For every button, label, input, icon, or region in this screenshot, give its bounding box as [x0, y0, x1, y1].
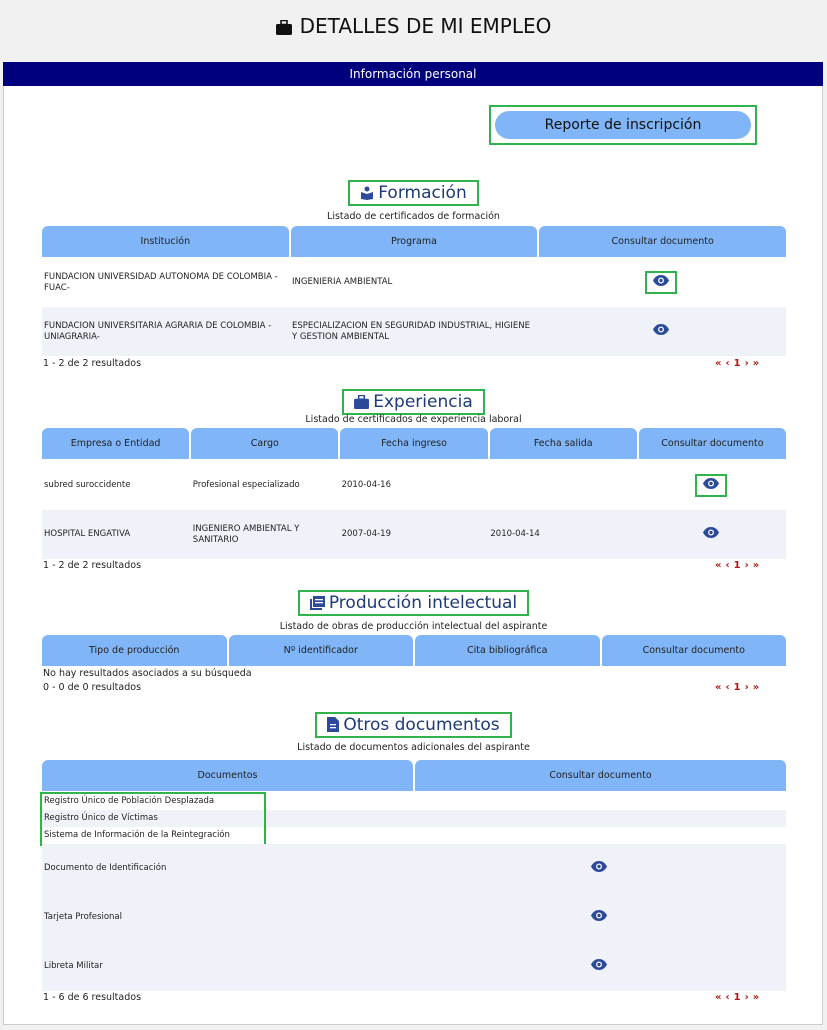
column-header: Cargo	[191, 428, 339, 459]
document-link[interactable]: Registro Único de Víctimas	[42, 810, 786, 827]
next-page-button[interactable]: ›	[744, 682, 753, 693]
produccion-title: Producción intelectual	[297, 590, 530, 616]
book-icon	[309, 596, 325, 610]
last-page-button[interactable]: »	[752, 560, 764, 571]
institution-cell: FUNDACION UNIVERSITARIA AGRARIA DE COLOM…	[44, 320, 272, 342]
column-header: Consultar documento	[601, 635, 786, 666]
next-page-button[interactable]: ›	[744, 560, 753, 571]
pagination: «‹1›»	[715, 358, 763, 369]
column-header: Consultar documento	[539, 226, 787, 257]
eye-icon[interactable]	[653, 324, 669, 339]
eye-icon[interactable]	[653, 275, 669, 290]
column-header: Tipo de producción	[42, 635, 227, 666]
column-header: Institución	[42, 226, 289, 257]
results-count: 1 - 2 de 2 resultados	[43, 358, 142, 369]
results-count: 0 - 0 de 0 resultados	[43, 682, 142, 693]
column-header: Nº identificador	[228, 635, 413, 666]
company-cell: subred suroccidente	[44, 479, 131, 490]
report-button-highlight: Reporte de inscripción	[489, 105, 757, 145]
formacion-title: Formación	[348, 180, 479, 206]
position-cell: Profesional especializado	[192, 479, 300, 490]
eye-icon[interactable]	[702, 477, 719, 493]
table-row: subred suroccidente Profesional especial…	[42, 460, 786, 510]
prev-page-button[interactable]: ‹	[725, 358, 734, 369]
first-page-button[interactable]: «	[715, 992, 726, 1003]
page-number[interactable]: 1	[733, 682, 745, 693]
empty-message: No hay resultados asociados a su búsqued…	[43, 668, 252, 679]
eye-icon[interactable]	[591, 861, 607, 876]
column-header: Empresa o Entidad	[42, 428, 190, 459]
results-count: 1 - 6 de 6 resultados	[43, 992, 142, 1003]
otros-subtitle: Listado de documentos adicionales del as…	[297, 742, 530, 753]
table-row: Documento de Identificación	[42, 844, 786, 893]
briefcase-icon	[354, 394, 370, 409]
page-number[interactable]: 1	[733, 358, 745, 369]
program-cell: INGENIERIA AMBIENTAL	[292, 277, 393, 287]
column-header: Fecha ingreso	[340, 428, 488, 459]
formacion-subtitle: Listado de certificados de formación	[327, 211, 500, 222]
first-page-button[interactable]: «	[715, 560, 726, 571]
briefcase-icon	[275, 19, 292, 35]
next-page-button[interactable]: ›	[744, 358, 753, 369]
start-date-cell: 2010-04-16	[341, 479, 391, 490]
document-cell: Tarjeta Profesional	[44, 912, 122, 922]
start-date-cell: 2007-04-19	[341, 529, 391, 539]
column-header: Programa	[290, 226, 538, 257]
column-header: Consultar documento	[415, 760, 786, 791]
prev-page-button[interactable]: ‹	[725, 992, 734, 1003]
report-button[interactable]: Reporte de inscripción	[495, 111, 751, 139]
page-title: DETALLES DE MI EMPLEO	[0, 14, 827, 38]
pagination: «‹1›»	[715, 992, 763, 1003]
column-header: Fecha salida	[489, 428, 637, 459]
first-page-button[interactable]: «	[715, 682, 726, 693]
page-number[interactable]: 1	[733, 992, 745, 1003]
otros-table-header: Documentos Consultar documento	[42, 760, 786, 791]
eye-icon[interactable]	[702, 527, 719, 542]
table-row: Tarjeta Profesional	[42, 893, 786, 942]
column-header: Cita bibliográfica	[415, 635, 600, 666]
document-link[interactable]: Registro Único de Población Desplazada	[44, 796, 215, 806]
prev-page-button[interactable]: ‹	[725, 560, 734, 571]
next-page-button[interactable]: ›	[744, 992, 753, 1003]
table-row: FUNDACION UNIVERSITARIA AGRARIA DE COLOM…	[42, 307, 786, 356]
experiencia-subtitle: Listado de certificados de experiencia l…	[305, 414, 522, 425]
page-number[interactable]: 1	[733, 560, 745, 571]
pagination: «‹1›»	[715, 682, 763, 693]
eye-icon[interactable]	[591, 959, 607, 974]
company-cell: HOSPITAL ENGATIVA	[44, 529, 131, 539]
book-reader-icon	[361, 186, 374, 200]
links-highlight	[40, 792, 266, 846]
table-row: HOSPITAL ENGATIVA INGENIERO AMBIENTAL Y …	[42, 510, 786, 559]
end-date-cell: 2010-04-14	[490, 529, 540, 539]
position-cell: INGENIERO AMBIENTAL Y SANITARIO	[192, 523, 300, 545]
produccion-subtitle: Listado de obras de producción intelectu…	[279, 621, 548, 632]
last-page-button[interactable]: »	[752, 682, 764, 693]
table-row: Libreta Militar	[42, 942, 786, 991]
pagination: «‹1›»	[715, 560, 763, 571]
program-cell: ESPECIALIZACION EN SEGURIDAD INDUSTRIAL,…	[292, 320, 530, 342]
otros-title: Otros documentos	[315, 712, 512, 738]
formacion-table-header: Institución Programa Consultar documento	[42, 226, 787, 257]
first-page-button[interactable]: «	[715, 358, 726, 369]
institution-cell: FUNDACION UNIVERSIDAD AUTONOMA DE COLOMB…	[44, 271, 278, 293]
results-count: 1 - 2 de 2 resultados	[43, 560, 142, 571]
document-cell: Libreta Militar	[44, 961, 103, 971]
page-title-text: DETALLES DE MI EMPLEO	[299, 14, 552, 38]
column-header: Documentos	[42, 760, 413, 791]
produccion-table-header: Tipo de producción Nº identificador Cita…	[42, 635, 786, 666]
last-page-button[interactable]: »	[752, 992, 764, 1003]
last-page-button[interactable]: »	[752, 358, 764, 369]
experiencia-title: Experiencia	[342, 389, 485, 415]
column-header: Consultar documento	[638, 428, 787, 459]
experiencia-table-header: Empresa o Entidad Cargo Fecha ingreso Fe…	[42, 428, 787, 459]
eye-icon[interactable]	[591, 910, 607, 925]
document-cell: Documento de Identificación	[44, 863, 167, 873]
table-row: FUNDACION UNIVERSIDAD AUTONOMA DE COLOMB…	[42, 258, 786, 307]
file-icon	[327, 717, 340, 732]
section-bar: Información personal	[3, 62, 823, 86]
prev-page-button[interactable]: ‹	[725, 682, 734, 693]
document-link[interactable]: Sistema de Información de la Reintegraci…	[44, 830, 230, 840]
